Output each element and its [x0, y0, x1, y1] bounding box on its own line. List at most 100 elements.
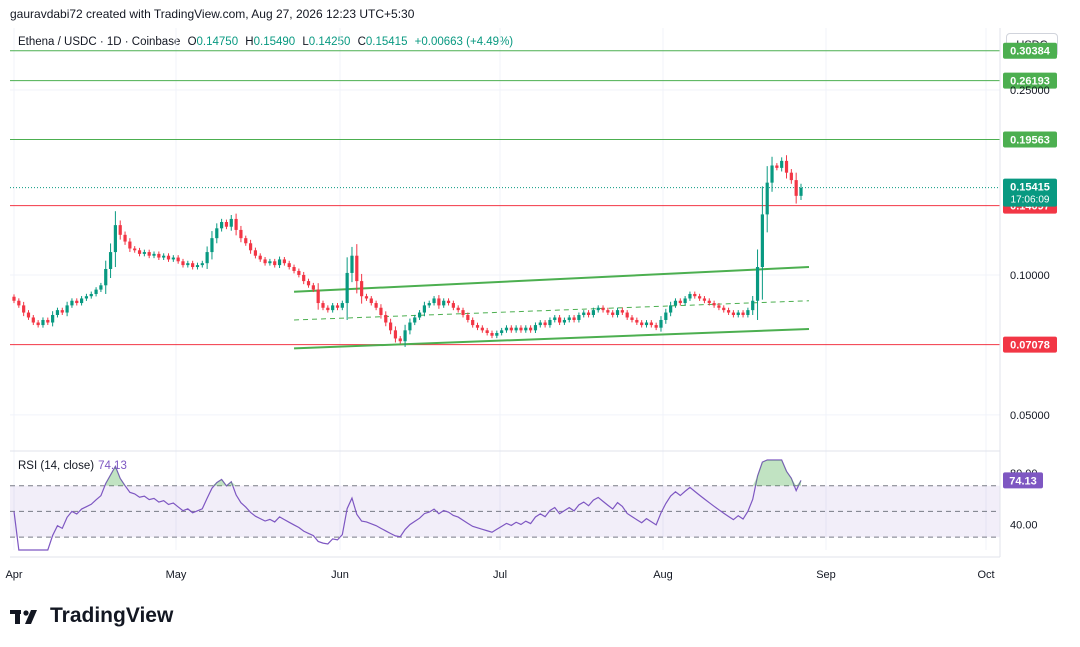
candle-body: [118, 225, 122, 235]
candle-body: [673, 300, 678, 306]
candle-body: [287, 263, 291, 268]
last-price-badge: [1003, 178, 1057, 207]
candle-body: [292, 267, 296, 271]
x-tick-label: May: [166, 569, 187, 581]
candle-body: [200, 263, 204, 266]
rsi-value-badge: [1003, 472, 1043, 489]
last-price-label: 0.15415: [1010, 182, 1050, 194]
candle-body: [794, 180, 798, 196]
candle-body: [239, 229, 243, 239]
horizontal-levels: 0.303840.261930.195630.140970.070780.154…: [10, 42, 1057, 353]
candle-body: [567, 317, 571, 320]
candle-body: [770, 165, 774, 183]
candle-body: [133, 248, 137, 251]
candle-body: [509, 327, 513, 331]
candle-body: [500, 330, 504, 333]
candle-body: [625, 312, 629, 318]
candle-body: [369, 298, 373, 304]
candle-body: [108, 252, 113, 269]
candle-body: [678, 300, 682, 304]
candle-body: [84, 296, 89, 299]
candle-body: [191, 263, 195, 268]
candle-body: [384, 314, 388, 323]
candle-body: [413, 317, 417, 323]
y-tick-label: 0.10000: [1010, 270, 1050, 282]
candle-body: [297, 270, 301, 275]
level-label: 0.07078: [1010, 340, 1050, 352]
candle-body: [113, 225, 117, 253]
tradingview-logo[interactable]: TradingView: [10, 604, 173, 628]
candle-body: [451, 303, 455, 308]
candle-body: [442, 300, 446, 306]
level-badge: [1003, 131, 1057, 148]
y-tick-label: 0.05000: [1010, 410, 1050, 422]
candle-body: [345, 272, 349, 304]
bar-countdown: 17:06:09: [1011, 195, 1050, 206]
candle-body: [171, 257, 175, 260]
candle-body: [601, 307, 605, 311]
candle-body: [70, 300, 74, 306]
candle-body: [784, 160, 789, 173]
candle-body: [533, 325, 538, 331]
candle-body: [596, 307, 600, 311]
candle-body: [495, 332, 499, 336]
candle-body: [137, 250, 142, 254]
axes: Apr May Jun Jul Aug Sep Oct 0.25000 0.10000 0.050…: [5, 28, 1050, 581]
candle-body: [75, 300, 79, 304]
candle-body: [65, 305, 69, 313]
candle-body: [427, 303, 431, 306]
candle-body: [393, 330, 398, 339]
candle-body: [379, 307, 383, 315]
candle-body: [224, 222, 229, 227]
candle-body: [702, 298, 707, 301]
brand-name: TradingView: [50, 604, 174, 627]
candle-body: [644, 322, 649, 326]
candle-body: [176, 257, 180, 262]
candle-body: [775, 165, 779, 168]
candle-body: [606, 310, 610, 313]
candle-body: [446, 300, 451, 304]
candle-body: [422, 305, 426, 313]
symbol-label[interactable]: Ethena / USDC · 1D · Coinbase: [18, 36, 181, 48]
candle-body: [514, 327, 518, 331]
x-tick-label: Sep: [816, 569, 836, 581]
candle-body: [722, 307, 726, 311]
candles: [12, 155, 803, 347]
x-tick-label: Jul: [493, 569, 507, 581]
candle-body: [335, 305, 340, 308]
candle-body: [760, 214, 764, 268]
close-key: C: [357, 36, 366, 48]
candle-body: [340, 303, 344, 308]
candle-body: [548, 319, 552, 326]
candle-body: [591, 310, 595, 315]
channel-mid-line: [294, 300, 810, 321]
x-tick-label: Apr: [5, 569, 22, 581]
ohlc-legend: Ethena / USDC · 1D · Coinbase O0.14750 H…: [18, 36, 513, 48]
close-value: 0.15415: [365, 36, 408, 48]
candle-body: [403, 330, 407, 342]
candle-body: [524, 327, 528, 331]
candle-body: [649, 322, 653, 326]
candle-body: [466, 314, 470, 320]
candle-body: [572, 317, 576, 320]
candle-body: [741, 312, 745, 315]
candle-body: [611, 312, 615, 315]
trend-channel: [293, 266, 810, 350]
candle-body: [586, 312, 591, 315]
candle-body: [519, 327, 523, 331]
rsi-label[interactable]: RSI (14, close): [18, 460, 95, 472]
candle-body: [205, 252, 209, 264]
candle-body: [712, 303, 716, 306]
rsi-line: [13, 459, 802, 551]
candle-body: [577, 314, 581, 320]
candle-body: [751, 300, 755, 311]
candle-body: [731, 312, 736, 315]
candle-body: [326, 307, 330, 311]
channel-lower-line: [293, 328, 810, 350]
candle-body: [543, 322, 547, 326]
candle-body: [437, 298, 441, 306]
candle-body: [582, 312, 586, 315]
candle-body: [538, 322, 542, 326]
candle-body: [432, 298, 436, 304]
